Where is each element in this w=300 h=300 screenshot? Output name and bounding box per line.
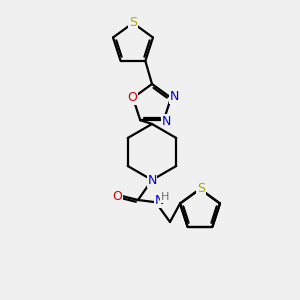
Text: N: N [162,115,171,128]
Text: O: O [112,190,122,202]
Text: S: S [197,182,205,194]
Text: N: N [169,90,179,103]
Text: S: S [129,16,137,29]
Text: H: H [161,192,169,202]
Text: O: O [127,91,137,104]
Text: N: N [154,194,164,208]
Text: N: N [147,174,157,187]
